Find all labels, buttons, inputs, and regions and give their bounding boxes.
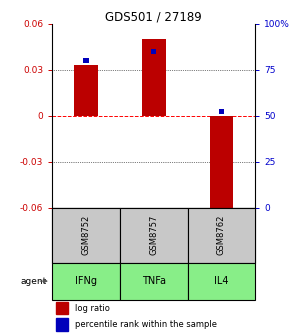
FancyBboxPatch shape — [52, 208, 120, 263]
Bar — [84, 58, 89, 63]
Bar — [74, 65, 98, 116]
Text: GSM8762: GSM8762 — [217, 215, 226, 255]
Text: GSM8757: GSM8757 — [149, 215, 158, 255]
Title: GDS501 / 27189: GDS501 / 27189 — [105, 10, 202, 24]
Text: GSM8752: GSM8752 — [81, 215, 90, 255]
Text: IL4: IL4 — [214, 276, 229, 286]
Bar — [56, 319, 68, 331]
FancyBboxPatch shape — [52, 263, 120, 299]
Text: percentile rank within the sample: percentile rank within the sample — [75, 320, 217, 329]
Text: log ratio: log ratio — [75, 304, 109, 312]
FancyBboxPatch shape — [188, 263, 255, 299]
Text: agent: agent — [21, 277, 47, 286]
Bar — [142, 39, 166, 116]
Bar — [219, 109, 224, 115]
Text: IFNg: IFNg — [75, 276, 97, 286]
FancyBboxPatch shape — [120, 208, 188, 263]
Text: TNFa: TNFa — [142, 276, 166, 286]
Bar — [56, 302, 68, 314]
Bar — [209, 116, 233, 212]
Bar — [151, 48, 156, 54]
FancyBboxPatch shape — [120, 263, 188, 299]
FancyBboxPatch shape — [188, 208, 255, 263]
